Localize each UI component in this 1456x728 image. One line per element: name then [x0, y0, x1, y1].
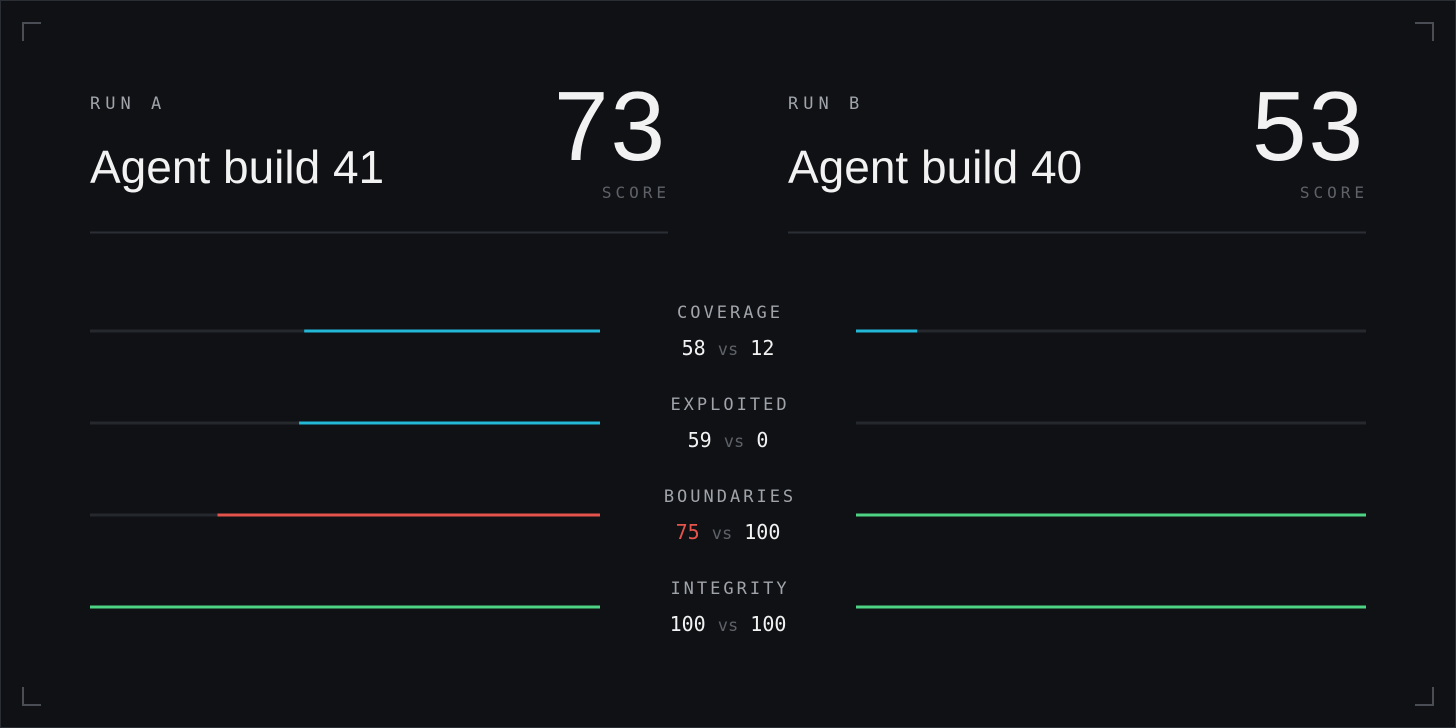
metric-values: 58 vs 12	[682, 336, 775, 360]
separator: vs	[712, 524, 732, 544]
metric-name: EXPLOITED	[670, 395, 789, 415]
value-b: 100	[744, 520, 780, 544]
score-label: SCORE	[1300, 183, 1368, 202]
run-name: Agent build 40	[788, 141, 1082, 193]
metric-values: 75 vs 100	[676, 520, 781, 544]
run-label: RUN B	[788, 94, 864, 114]
bar-a	[304, 329, 600, 333]
run-label: RUN A	[90, 94, 166, 114]
value-b: 100	[750, 612, 786, 636]
bar-a	[217, 513, 600, 517]
bar-a	[299, 421, 600, 425]
metric-name: INTEGRITY	[670, 579, 789, 599]
separator: vs	[718, 616, 738, 636]
value-a: 75	[676, 520, 700, 544]
corner-brackets	[22, 22, 1434, 706]
run-score: 73	[554, 71, 667, 181]
bar-track	[856, 329, 1366, 333]
bar-b	[856, 513, 1366, 517]
value-a: 59	[688, 428, 712, 452]
metric-name: BOUNDARIES	[664, 487, 796, 507]
run-score: 53	[1252, 71, 1365, 181]
bar-b	[856, 605, 1366, 609]
separator: vs	[718, 340, 738, 360]
bar-a	[90, 605, 600, 609]
value-b: 12	[750, 336, 774, 360]
separator: vs	[724, 432, 744, 452]
metric-values: 100 vs 100	[670, 612, 787, 636]
score-label: SCORE	[602, 183, 670, 202]
value-a: 58	[682, 336, 706, 360]
value-a: 100	[670, 612, 706, 636]
run-name: Agent build 41	[90, 141, 384, 193]
metric-name: COVERAGE	[677, 303, 783, 323]
metric-values: 59 vs 0	[688, 428, 769, 452]
value-b: 0	[756, 428, 768, 452]
bar-track	[856, 421, 1366, 425]
bar-b	[856, 329, 918, 333]
